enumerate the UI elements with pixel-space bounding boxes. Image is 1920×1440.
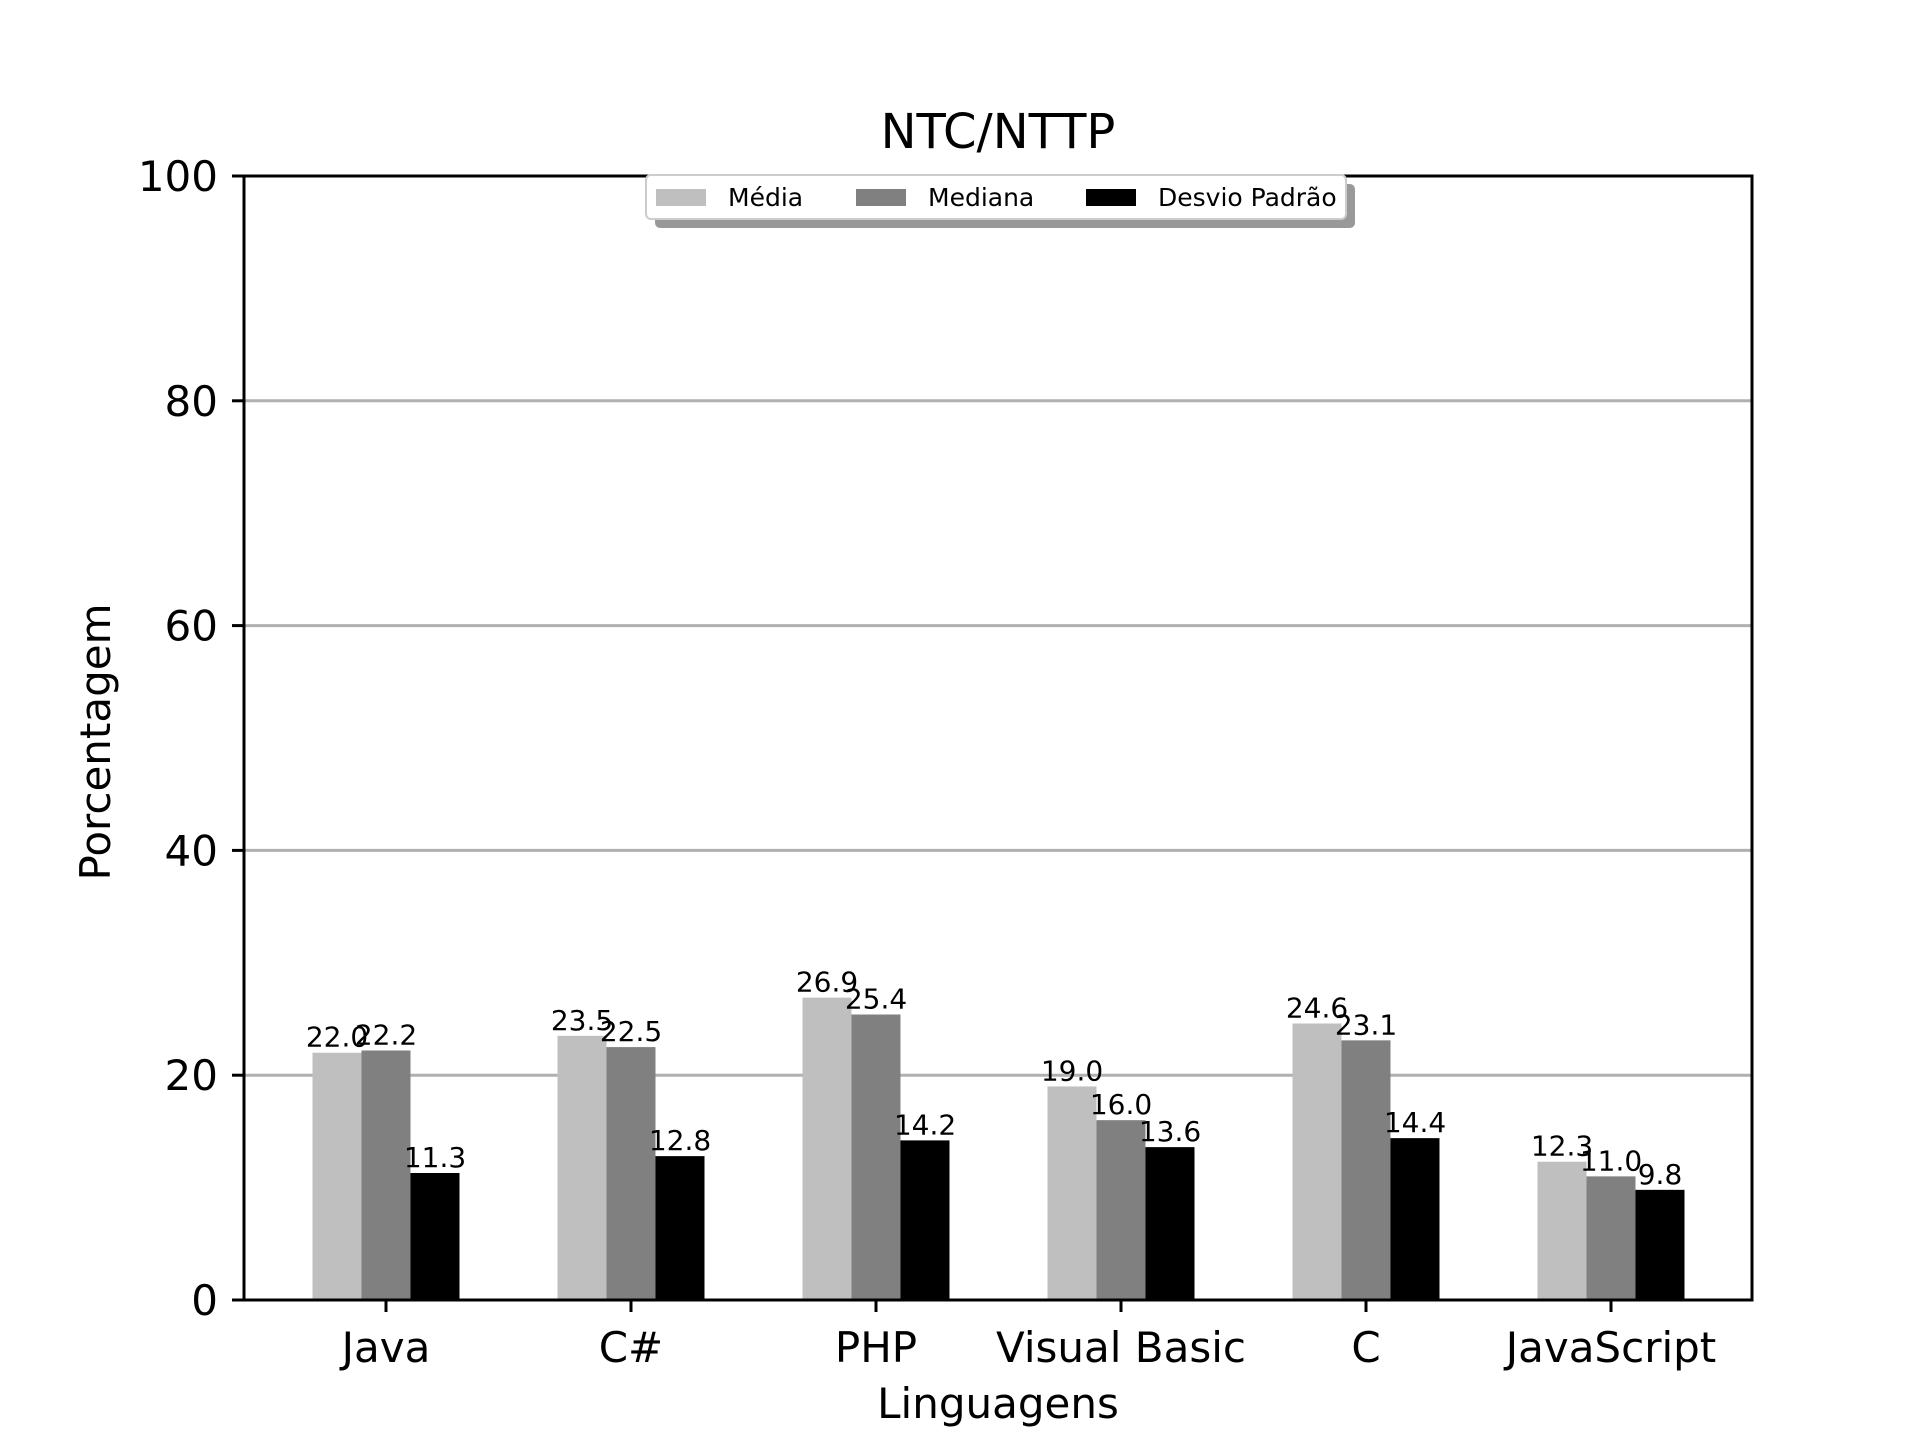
data-label: 12.8 bbox=[649, 1124, 711, 1157]
bar bbox=[655, 1156, 705, 1300]
data-label: 11.3 bbox=[404, 1141, 466, 1174]
x-tick-label: Visual Basic bbox=[996, 1323, 1246, 1372]
legend-swatch bbox=[856, 189, 906, 206]
bar bbox=[1145, 1147, 1195, 1300]
bar bbox=[557, 1035, 607, 1300]
legend-label: Desvio Padrão bbox=[1158, 183, 1337, 212]
y-axis-ticks: 0 20 40 60 80 100 bbox=[138, 152, 244, 1325]
bar bbox=[1390, 1138, 1440, 1300]
bar bbox=[606, 1047, 656, 1300]
x-axis-ticks: Java C# PHP Visual Basic C JavaScript bbox=[339, 1300, 1717, 1372]
bar bbox=[1096, 1120, 1146, 1300]
bar bbox=[410, 1172, 460, 1300]
chart-title: NTC/NTTP bbox=[881, 104, 1116, 160]
grid-lines bbox=[244, 399, 1752, 1077]
x-axis-label: Linguagens bbox=[877, 1379, 1119, 1428]
x-tick-label: C bbox=[1351, 1323, 1380, 1372]
legend-label: Média bbox=[728, 183, 803, 212]
data-label: 14.4 bbox=[1384, 1106, 1446, 1139]
legend-items: Média Mediana Desvio Padrão bbox=[656, 183, 1337, 212]
y-tick-label: 100 bbox=[138, 152, 218, 201]
y-tick-label: 60 bbox=[165, 602, 218, 651]
legend-box bbox=[645, 174, 1347, 220]
bar bbox=[1537, 1161, 1587, 1300]
data-label: 23.1 bbox=[1335, 1008, 1397, 1041]
data-label: 26.9 bbox=[796, 966, 858, 999]
bar bbox=[1635, 1189, 1685, 1300]
bar bbox=[1586, 1176, 1636, 1300]
plot-frame bbox=[242, 174, 1754, 1302]
bar bbox=[1292, 1023, 1342, 1300]
bar bbox=[802, 997, 852, 1300]
data-label: 25.4 bbox=[845, 983, 907, 1016]
data-label: 23.5 bbox=[551, 1004, 613, 1037]
bar bbox=[1341, 1040, 1391, 1300]
legend-swatch bbox=[656, 189, 706, 206]
bar bbox=[900, 1140, 950, 1300]
bar bbox=[312, 1052, 362, 1300]
data-label: 16.0 bbox=[1090, 1088, 1152, 1121]
bar bbox=[851, 1014, 901, 1300]
data-label: 13.6 bbox=[1139, 1115, 1201, 1148]
bar bbox=[1047, 1086, 1097, 1300]
data-labels: 22.022.2 11.3 23.522.5 12.8 26.925.4 14.2 19.0… bbox=[306, 966, 1682, 1191]
bars bbox=[312, 997, 1685, 1300]
y-tick-label: 80 bbox=[165, 377, 218, 426]
data-label: 9.8 bbox=[1638, 1158, 1683, 1191]
bar bbox=[361, 1050, 411, 1300]
data-label: 11.0 bbox=[1580, 1144, 1642, 1177]
data-label: 22.5 bbox=[600, 1015, 662, 1048]
data-label: 14.2 bbox=[894, 1108, 956, 1141]
data-label: 22.2 bbox=[355, 1018, 417, 1051]
x-tick-label: C# bbox=[599, 1323, 664, 1372]
legend: Média Mediana Desvio Padrão bbox=[645, 174, 1355, 228]
legend-label: Mediana bbox=[928, 183, 1034, 212]
x-tick-label: PHP bbox=[835, 1323, 917, 1372]
data-label: 22.0 bbox=[306, 1021, 368, 1054]
y-tick-label: 20 bbox=[165, 1051, 218, 1100]
data-label: 19.0 bbox=[1041, 1054, 1103, 1087]
y-axis-label: Porcentagem bbox=[71, 603, 120, 880]
data-label: 24.6 bbox=[1286, 991, 1348, 1024]
data-label: 12.3 bbox=[1531, 1130, 1593, 1163]
x-tick-label: JavaScript bbox=[1503, 1323, 1717, 1372]
legend-swatch bbox=[1086, 189, 1136, 206]
x-tick-label: Java bbox=[339, 1323, 431, 1372]
y-tick-label: 0 bbox=[191, 1276, 218, 1325]
y-tick-label: 40 bbox=[165, 826, 218, 875]
